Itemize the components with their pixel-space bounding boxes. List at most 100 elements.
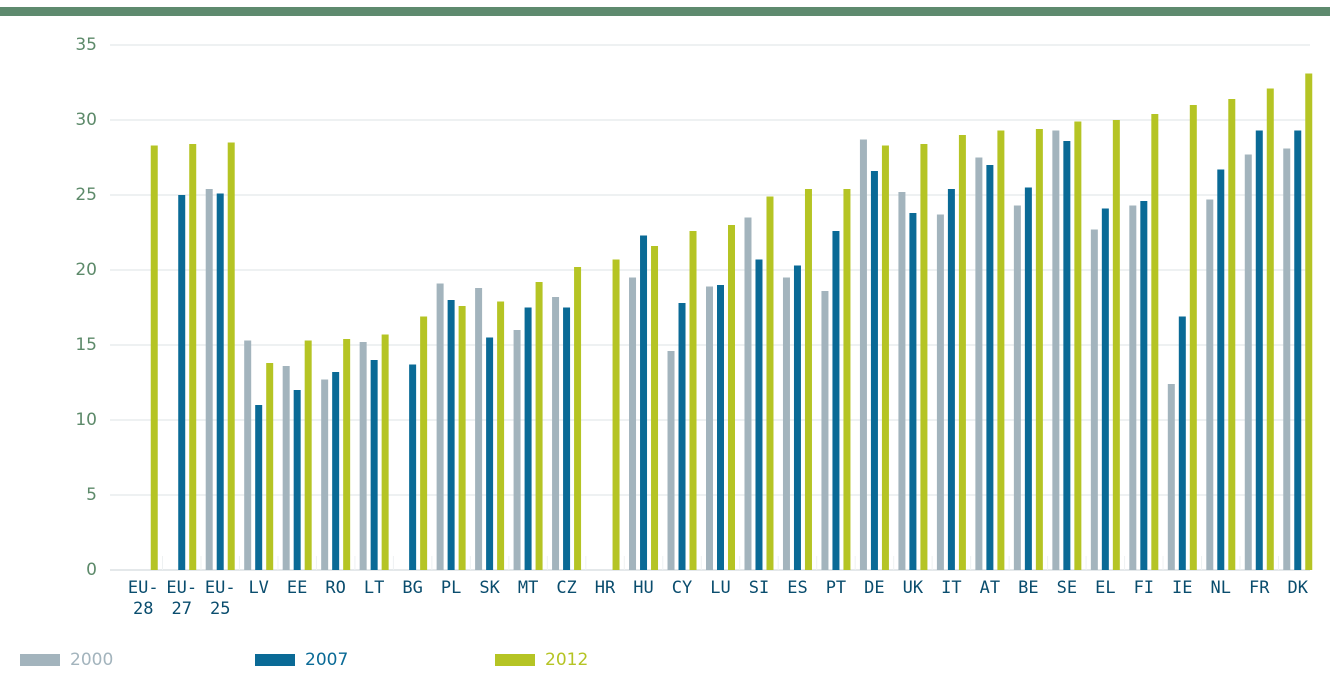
bar [755, 259, 763, 570]
bar [266, 363, 274, 570]
bar [1074, 121, 1082, 570]
bar [332, 372, 340, 570]
bar [1013, 205, 1021, 570]
bar [667, 351, 675, 570]
y-tick-label: 15 [75, 335, 97, 355]
bar [936, 214, 944, 570]
y-tick-label: 30 [75, 110, 97, 130]
bar [552, 297, 560, 570]
x-tick-label: CZ [556, 578, 577, 598]
y-tick-label: 20 [75, 260, 97, 280]
bar [574, 267, 582, 570]
bar [920, 144, 928, 570]
x-tick-label: DK [1287, 578, 1308, 598]
y-tick-label: 5 [86, 485, 97, 505]
bar [1101, 208, 1109, 570]
top-band [0, 7, 1330, 16]
bar [1063, 141, 1071, 570]
bar [255, 405, 263, 570]
x-tick-label: AT [979, 578, 1001, 598]
bar [1206, 199, 1214, 570]
bar [843, 189, 851, 570]
x-tick-label: IT [941, 578, 962, 598]
bar [1035, 129, 1043, 570]
bar [420, 316, 428, 570]
bar [1090, 229, 1098, 570]
bar [293, 390, 301, 570]
legend-label: 2000 [70, 650, 114, 670]
bar [497, 301, 505, 570]
x-tick-label: MT [517, 578, 539, 598]
bar [986, 165, 994, 570]
bar [1266, 88, 1274, 570]
x-tick-label: ES [787, 578, 808, 598]
bar [947, 189, 955, 570]
bar [870, 171, 878, 570]
x-tick-label: PT [825, 578, 847, 598]
bar [728, 225, 735, 570]
bar [612, 259, 620, 570]
x-tick-label: FR [1249, 578, 1270, 598]
bar [359, 342, 367, 570]
bar [216, 193, 224, 570]
x-tick-label: HR [594, 578, 616, 598]
y-tick-label: 25 [75, 185, 97, 205]
x-tick-label: DE [864, 578, 885, 598]
bar [1255, 130, 1263, 570]
bar [150, 145, 158, 570]
bar [744, 217, 752, 570]
bar [1178, 316, 1186, 570]
bar [706, 286, 713, 570]
bar [1129, 205, 1137, 570]
bar [447, 300, 455, 570]
x-tick-label: FI [1133, 578, 1155, 598]
bar [1305, 73, 1313, 570]
bar [321, 379, 329, 570]
x-tick-label: CY [671, 578, 693, 598]
x-tick-label: PL [440, 578, 462, 598]
bar [766, 196, 774, 570]
x-tick-label: LV [248, 578, 269, 598]
bar [832, 231, 840, 570]
bar [1228, 99, 1236, 570]
bar [804, 189, 812, 570]
bar [782, 277, 790, 570]
bar [524, 307, 532, 570]
bar [282, 366, 290, 570]
bar [898, 192, 906, 570]
y-tick-label: 10 [75, 410, 97, 430]
x-tick-label: SK [479, 578, 500, 598]
bar [821, 291, 829, 570]
bar [958, 135, 966, 570]
x-tick-label: EU-27 [166, 578, 198, 619]
bar [436, 283, 444, 570]
bar [486, 337, 494, 570]
legend-swatch [255, 654, 295, 666]
bar [1140, 201, 1148, 570]
bar [909, 213, 917, 570]
legend-swatch [495, 654, 535, 666]
legend-label: 2007 [305, 650, 349, 670]
x-tick-label: UK [902, 578, 924, 598]
bar [1112, 120, 1120, 570]
bar [793, 265, 801, 570]
x-tick-label: BE [1018, 578, 1039, 598]
bar [1167, 384, 1175, 570]
x-tick-label: SE [1056, 578, 1078, 598]
x-tick-label: LU [710, 578, 731, 598]
bar [409, 364, 417, 570]
bar [205, 189, 213, 570]
bar [859, 139, 867, 570]
bar [651, 246, 659, 570]
bar [513, 330, 521, 570]
bar [370, 360, 378, 570]
bar [640, 235, 648, 570]
bar [1024, 187, 1032, 570]
bar [717, 285, 724, 570]
bar [629, 277, 637, 570]
legend-swatch [20, 654, 60, 666]
x-tick-label: LT [363, 578, 385, 598]
bar [678, 303, 686, 570]
